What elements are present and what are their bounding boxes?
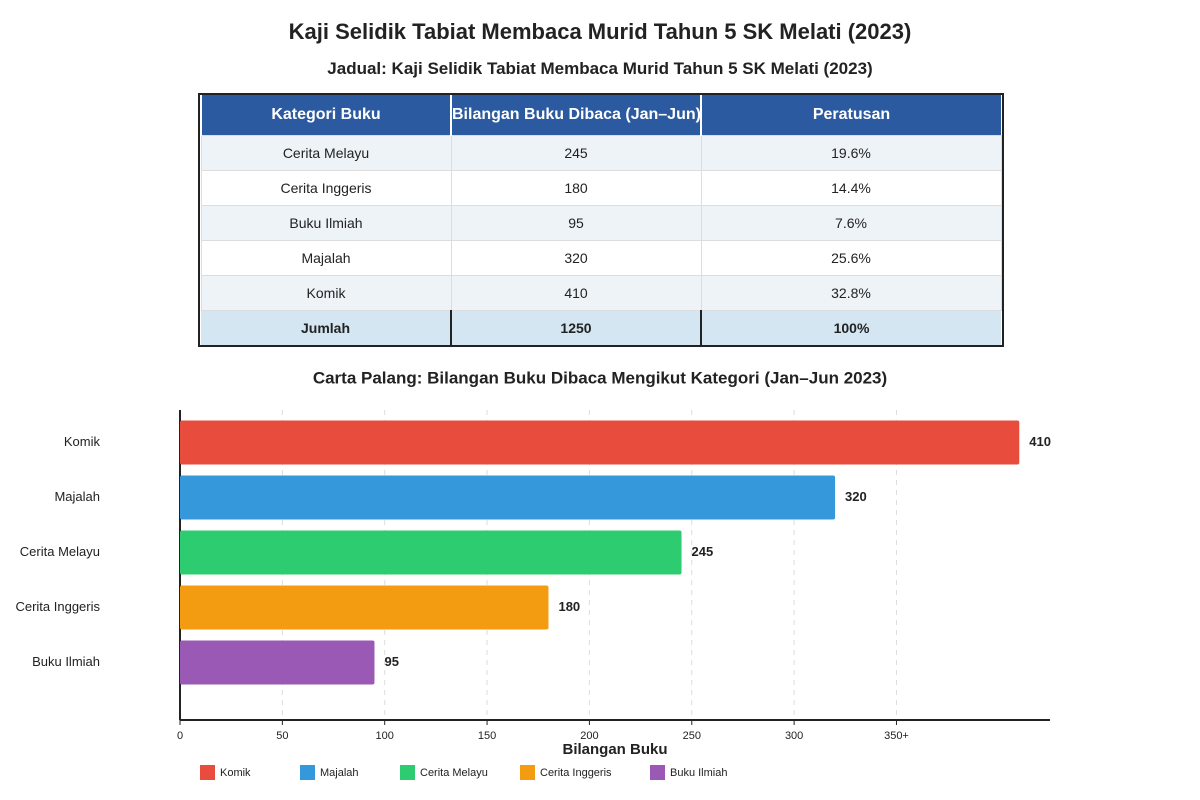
legend-swatch [200,765,215,780]
table-row: Majalah 320 25.6% [200,240,1002,276]
legend-swatch [520,765,535,780]
value-label: 180 [558,599,580,614]
table-cell: 7.6% [700,205,1002,241]
column-header: Kategori Buku [200,95,451,136]
y-tick-label: Majalah [54,489,100,504]
table-cell: 320 [450,240,702,276]
table-cell: 180 [450,170,702,206]
y-tick-label: Cerita Melayu [20,544,100,559]
value-label: 245 [692,544,714,559]
x-tick-label: 150 [478,730,496,742]
x-tick-label: 100 [376,730,394,742]
legend-label: Cerita Inggeris [540,767,612,779]
value-label: 410 [1029,434,1051,449]
column-header: Bilangan Buku Dibaca (Jan–Jun) [450,95,701,136]
chart-title: Carta Palang: Bilangan Buku Dibaca Mengi… [313,368,887,387]
bar [180,475,836,520]
bar [180,420,1020,465]
column-header: Peratusan [700,95,1001,136]
table-cell: 245 [450,135,702,171]
bar [180,530,682,575]
legend-label: Majalah [320,767,359,779]
table-cell: Cerita Melayu [200,135,452,171]
legend-swatch [300,765,315,780]
total-cell: 100% [700,310,1001,345]
x-tick-label: 300 [785,730,803,742]
legend-swatch [650,765,665,780]
value-label: 320 [845,489,867,504]
header-row: Kategori Buku Bilangan Buku Dibaca (Jan–J… [200,95,1001,136]
table-cell: Cerita Inggeris [200,170,452,206]
x-tick-label: 250 [683,730,701,742]
value-label: 95 [384,654,398,669]
table-cell: Buku Ilmiah [200,205,452,241]
table-cell: 95 [450,205,702,241]
y-tick-label: Komik [64,434,101,449]
legend-label: Buku Ilmiah [670,767,727,779]
legend-label: Komik [220,767,251,779]
table-cell: Majalah [200,240,452,276]
table-row: Buku Ilmiah 95 7.6% [200,205,1002,241]
x-tick-label: 0 [177,730,183,742]
table-cell: 14.4% [700,170,1002,206]
total-cell: Jumlah [201,310,451,345]
table-cell: Komik [200,275,452,311]
total-cell: 1250 [450,310,701,345]
y-tick-label: Buku Ilmiah [32,654,100,669]
data-table: Kategori Buku Bilangan Buku Dibaca (Jan–J… [198,93,1004,347]
bar [180,640,375,685]
x-tick-label: 50 [276,730,288,742]
x-axis-label: Bilangan Buku [562,741,667,758]
table-cell: 410 [450,275,702,311]
bar [180,585,549,630]
legend-label: Cerita Melayu [420,767,488,779]
table-cell: 32.8% [700,275,1002,311]
table-title: Jadual: Kaji Selidik Tabiat Membaca Muri… [327,59,873,78]
table-row: Komik 410 32.8% [200,275,1002,311]
y-tick-label: Cerita Inggeris [15,599,100,614]
x-tick-label: 350+ [884,730,909,742]
x-tick-label: 200 [580,730,598,742]
total-row: Jumlah 1250 100% [201,310,1001,345]
page-title: Kaji Selidik Tabiat Membaca Murid Tahun … [288,19,912,44]
table-row: Cerita Inggeris 180 14.4% [200,170,1002,206]
legend-swatch [400,765,415,780]
